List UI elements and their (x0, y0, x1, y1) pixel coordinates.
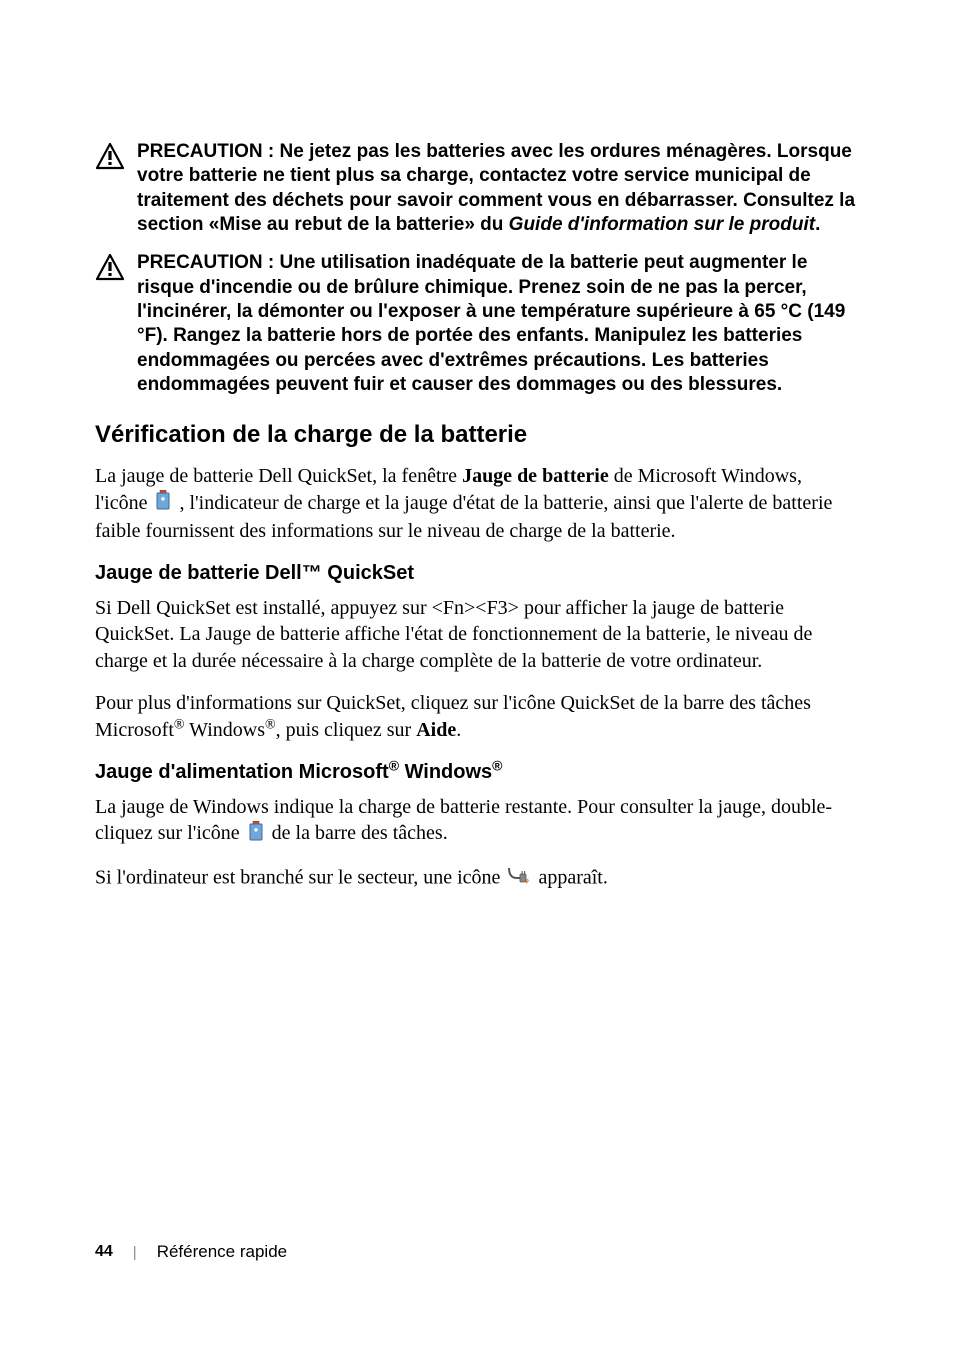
warning-triangle-icon (95, 142, 125, 175)
warning-triangle-icon (95, 253, 125, 286)
page-footer: 44 | Référence rapide (95, 1242, 287, 1262)
paragraph-2: Si Dell QuickSet est installé, appuyez s… (95, 595, 859, 674)
plug-icon (507, 864, 531, 893)
p3-mid: Windows (185, 719, 266, 741)
caution-1-italic: Guide d'information sur le produit (509, 214, 815, 235)
footer-separator: | (133, 1244, 137, 1261)
heading-quickset: Jauge de batterie Dell™ QuickSet (95, 562, 859, 585)
p3-bold: Aide (416, 719, 456, 741)
h3-ms-pre: Jauge d'alimentation Microsoft (95, 761, 389, 783)
battery-icon (247, 821, 265, 848)
caution-text-2: PRECAUTION : Une utilisation inadéquate … (137, 251, 859, 397)
reg-1: ® (174, 717, 185, 732)
p1-post: , l'indicateur de charge et la jauge d'é… (95, 492, 832, 542)
caution-text-1: PRECAUTION : Ne jetez pas les batteries … (137, 140, 859, 237)
caution-block-2: PRECAUTION : Une utilisation inadéquate … (95, 251, 859, 397)
battery-icon (154, 490, 172, 517)
p1-pre: La jauge de batterie Dell QuickSet, la f… (95, 465, 462, 487)
p3-end: . (456, 719, 461, 741)
caution-block-1: PRECAUTION : Ne jetez pas les batteries … (95, 140, 859, 237)
paragraph-5: Si l'ordinateur est branché sur le secte… (95, 864, 859, 893)
heading-verification: Vérification de la charge de la batterie (95, 421, 859, 449)
paragraph-1: La jauge de batterie Dell QuickSet, la f… (95, 463, 859, 544)
heading-msjauge: Jauge d'alimentation Microsoft® Windows® (95, 761, 859, 784)
p4-pre: La jauge de Windows indique la charge de… (95, 796, 832, 844)
p5-post: apparaît. (533, 867, 607, 889)
caution-1-prefix: PRECAUTION : (137, 141, 280, 162)
p1-bold: Jauge de batterie (462, 465, 609, 487)
p5-pre: Si l'ordinateur est branché sur le secte… (95, 867, 505, 889)
caution-2-body: Une utilisation inadéquate de la batteri… (137, 252, 845, 395)
page-number: 44 (95, 1243, 113, 1261)
reg-3: ® (389, 757, 399, 773)
caution-1-body-post: . (815, 214, 820, 235)
reg-4: ® (492, 757, 502, 773)
reg-2: ® (265, 717, 276, 732)
paragraph-4: La jauge de Windows indique la charge de… (95, 794, 859, 848)
p4-post: de la barre des tâches. (267, 822, 448, 844)
paragraph-3: Pour plus d'informations sur QuickSet, c… (95, 690, 859, 743)
caution-2-prefix: PRECAUTION : (137, 252, 280, 273)
h3-ms-mid: Windows (399, 761, 492, 783)
footer-section: Référence rapide (157, 1242, 287, 1262)
p3-post: , puis cliquez sur (276, 719, 417, 741)
